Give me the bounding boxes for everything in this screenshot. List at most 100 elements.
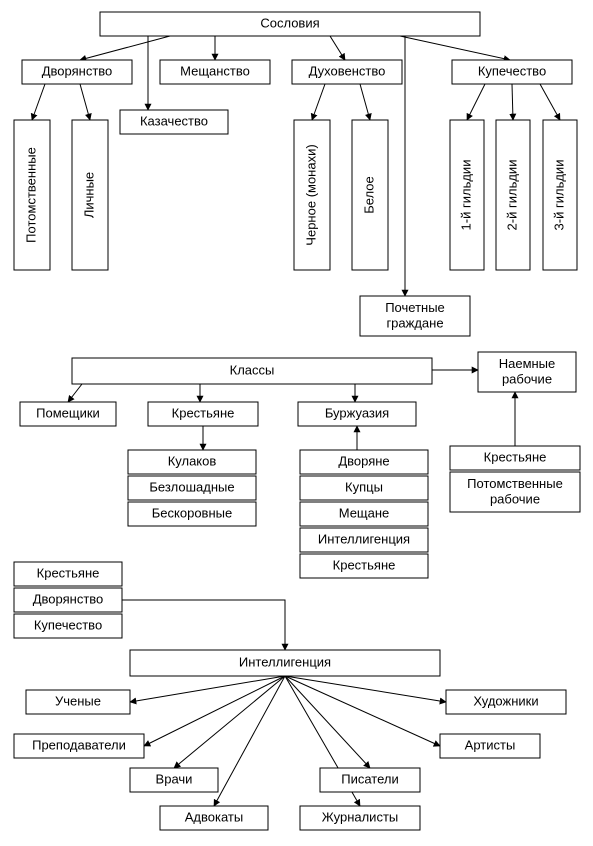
node-burzhuaziya: Буржуазия xyxy=(298,402,416,426)
node-intelligentsia: Интеллигенция xyxy=(130,650,440,676)
node-meshchanstvo: Мещанство xyxy=(160,60,270,84)
node-label: Мещане xyxy=(339,505,390,520)
edge-intelligentsia-advokaty xyxy=(214,676,285,806)
node-klassy: Классы xyxy=(72,358,432,384)
node-pisateli: Писатели xyxy=(320,768,420,792)
node-label: Крестьяне xyxy=(172,405,235,420)
node-label: Купцы xyxy=(345,479,383,494)
node-prepodavateli: Преподаватели xyxy=(14,734,144,758)
node-label: Кулаков xyxy=(168,453,217,468)
node-label: Белое xyxy=(361,176,376,214)
node-kupechestvo_src: Купечество xyxy=(14,614,122,638)
node-label: Дворяне xyxy=(338,453,389,468)
node-label: Купечество xyxy=(478,63,546,78)
edge-sosloviya-dukhovenstvo xyxy=(330,36,345,60)
node-label: Адвокаты xyxy=(185,809,243,824)
node-gildiya1: 1-й гильдии xyxy=(450,120,484,270)
node-kupechestvo: Купечество xyxy=(452,60,572,84)
node-label: Крестьяне xyxy=(484,449,547,464)
edge-kupechestvo-gildiya3 xyxy=(540,84,560,120)
node-label: Черное (монахи) xyxy=(303,144,318,245)
node-khudozhniki: Художники xyxy=(446,690,566,714)
node-label: Классы xyxy=(230,362,275,377)
node-chernoe: Черное (монахи) xyxy=(294,120,330,270)
node-potomstvennye: Потомственные xyxy=(14,120,50,270)
node-label: Интеллигенция xyxy=(239,654,331,669)
edge-klassy-pomeshchiki xyxy=(68,384,82,402)
node-krestyane_b: Крестьяне xyxy=(300,554,428,578)
node-lichnye: Личные xyxy=(72,120,108,270)
node-bezloshadnye: Безлошадные xyxy=(128,476,256,500)
edge-intelligentsia-vrachi xyxy=(174,676,285,768)
node-zhurnalisty: Журналисты xyxy=(300,806,420,830)
node-label: Личные xyxy=(81,172,96,218)
node-label: Художники xyxy=(473,693,538,708)
node-label: Интеллигенция xyxy=(318,531,410,546)
node-label: Крестьяне xyxy=(333,557,396,572)
node-label: Писатели xyxy=(341,771,399,786)
node-krestyane_src: Крестьяне xyxy=(14,562,122,586)
node-kulakov: Кулаков xyxy=(128,450,256,474)
node-label: Потомственные xyxy=(23,147,38,243)
edge-dukhovenstvo-chernoe xyxy=(312,84,325,120)
node-label: Журналисты xyxy=(322,809,399,824)
edge-dvoryanstvo-potomstvennye xyxy=(32,84,45,120)
node-label: Крестьяне xyxy=(37,565,100,580)
node-artisty: Артисты xyxy=(440,734,540,758)
node-sosloviya: Сословия xyxy=(100,12,480,36)
node-label: Духовенство xyxy=(309,63,386,78)
node-dvoryanstvo: Дворянство xyxy=(22,60,132,84)
edge-intelligentsia-pisateli xyxy=(285,676,370,768)
node-label: Безлошадные xyxy=(149,479,234,494)
edge-dukhovenstvo-beloe xyxy=(360,84,370,120)
node-label: Почетныеграждане xyxy=(385,300,445,331)
node-label: Дворянство xyxy=(33,591,104,606)
edge-intelligentsia-prepodavateli xyxy=(144,676,285,746)
node-label: 1-й гильдии xyxy=(458,160,473,231)
node-label: Сословия xyxy=(260,15,319,30)
node-label: Буржуазия xyxy=(325,405,389,420)
node-label: Мещанство xyxy=(180,63,250,78)
node-beloe: Белое xyxy=(352,120,388,270)
node-label: Бескоровные xyxy=(152,505,232,520)
edge-sosloviya-dvoryanstvo xyxy=(80,36,170,60)
edge-kupechestvo-gildiya1 xyxy=(467,84,485,120)
diagram-canvas: Сословия Дворянство Мещанство Духовенство Ку… xyxy=(0,0,593,846)
node-kazachestvo: Казачество xyxy=(120,110,228,134)
node-label: Артисты xyxy=(465,737,516,752)
node-advokaty: Адвокаты xyxy=(160,806,268,830)
edge-intelligentsia-khudozhniki xyxy=(285,676,446,702)
node-gildiya2: 2-й гильдии xyxy=(496,120,530,270)
node-dvoryanstvo_src: Дворянство xyxy=(14,588,122,612)
node-label: Врачи xyxy=(156,771,193,786)
node-label: Дворянство xyxy=(42,63,113,78)
node-label: Ученые xyxy=(55,693,101,708)
node-kupcy_b: Купцы xyxy=(300,476,428,500)
edge-dvoryanstvo_src-intelligentsia xyxy=(122,600,285,650)
node-label: Преподаватели xyxy=(32,737,126,752)
node-pomeshchiki: Помещики xyxy=(20,402,116,426)
edge-kupechestvo-gildiya2 xyxy=(512,84,513,120)
node-uchenye: Ученые xyxy=(26,690,130,714)
node-gildiya3: 3-й гильдии xyxy=(543,120,577,270)
node-naemnye: Наемныерабочие xyxy=(478,352,576,392)
node-krestyane_nr: Крестьяне xyxy=(450,446,580,470)
node-intelligents_b: Интеллигенция xyxy=(300,528,428,552)
edge-sosloviya-kupechestvo xyxy=(400,36,510,60)
node-label: 2-й гильдии xyxy=(504,160,519,231)
edge-dvoryanstvo-lichnye xyxy=(80,84,90,120)
node-dvoryane_b: Дворяне xyxy=(300,450,428,474)
node-potomr_nr: Потомственныерабочие xyxy=(450,472,580,512)
node-label: Помещики xyxy=(36,405,100,420)
node-meshchane_b: Мещане xyxy=(300,502,428,526)
node-label: Наемныерабочие xyxy=(499,356,556,387)
node-vrachi: Врачи xyxy=(130,768,218,792)
node-label: 3-й гильдии xyxy=(551,160,566,231)
node-pochetnye: Почетныеграждане xyxy=(360,296,470,336)
edge-intelligentsia-uchenye xyxy=(130,676,285,702)
node-dukhovenstvo: Духовенство xyxy=(292,60,402,84)
node-krestyane_kl: Крестьяне xyxy=(148,402,258,426)
node-beskorovnye: Бескоровные xyxy=(128,502,256,526)
node-label: Купечество xyxy=(34,617,102,632)
edge-intelligentsia-artisty xyxy=(285,676,440,746)
